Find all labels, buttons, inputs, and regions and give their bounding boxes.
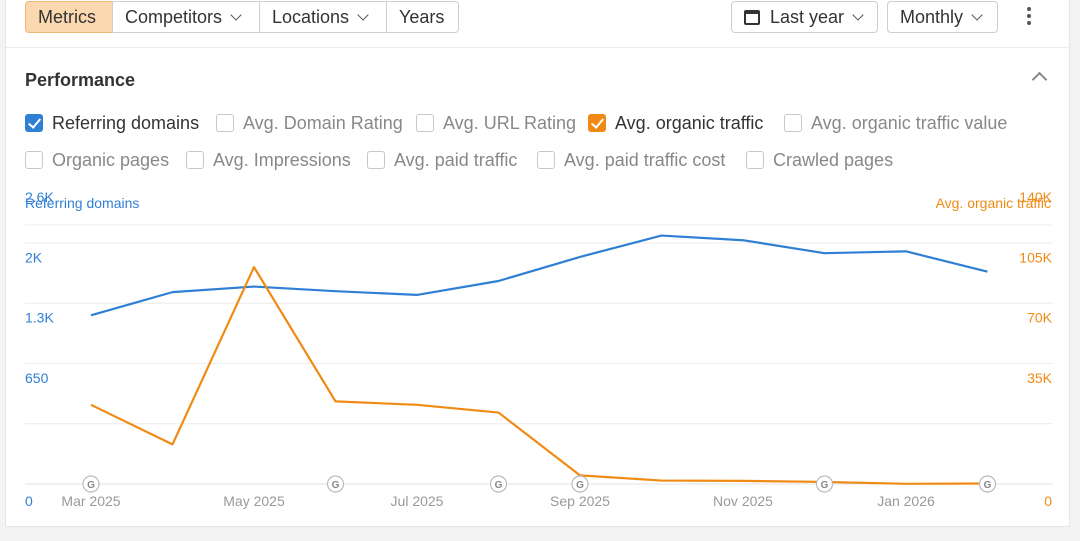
metric-label: Avg. organic traffic	[615, 113, 764, 133]
left-axis-tick-label: 1.3K	[25, 310, 54, 326]
x-axis-tick-label: May 2025	[223, 493, 285, 509]
checkbox-icon[interactable]	[537, 151, 555, 169]
series-line-avg-organic-traffic	[90, 266, 988, 485]
left-axis-tick-label: 650	[25, 370, 49, 386]
checkbox-icon[interactable]	[416, 114, 434, 132]
google-update-marker	[326, 475, 345, 493]
date-range-label: Last year	[770, 7, 845, 27]
google-update-marker-label: G	[984, 480, 992, 491]
x-axis-tick-label: Jan 2026	[877, 493, 935, 509]
series-line-referring-domains	[90, 234, 988, 317]
metric-label: Avg. Impressions	[213, 150, 351, 170]
right-axis-tick-label: 0	[1044, 493, 1052, 509]
google-update-marker	[815, 475, 834, 493]
tab-years-label: Years	[399, 7, 445, 27]
metric-label: Avg. paid traffic	[394, 150, 518, 170]
x-axis-tick-label: Jul 2025	[391, 493, 444, 509]
right-axis-tick-label: 140K	[1019, 189, 1052, 205]
interval-dropdown[interactable]: Monthly	[887, 1, 998, 33]
tab-years[interactable]: Years	[386, 1, 459, 33]
metric-label: Organic pages	[52, 150, 170, 170]
checkbox-icon[interactable]	[25, 151, 43, 169]
right-axis-tick-label: 105K	[1019, 249, 1052, 265]
left-axis-tick-label: 2K	[25, 249, 43, 265]
interval-label: Monthly	[900, 7, 964, 27]
google-update-marker	[978, 475, 997, 493]
performance-panel: Metrics Competitors Locations Years Last…	[5, 0, 1071, 527]
tab-locations-label: Locations	[272, 7, 350, 27]
x-axis-tick-label: Sep 2025	[550, 493, 610, 509]
google-update-marker	[82, 475, 100, 493]
checkbox-icon[interactable]	[216, 114, 234, 132]
left-axis-tick-label: 2.6K	[25, 189, 54, 205]
tab-metrics-label: Metrics	[38, 7, 96, 27]
tab-metrics[interactable]: Metrics	[25, 1, 113, 33]
metric-label: Referring domains	[52, 113, 200, 133]
google-update-marker-label: G	[495, 480, 503, 491]
calendar-icon	[744, 10, 760, 25]
date-range-dropdown[interactable]: Last year	[731, 1, 878, 33]
tab-locations[interactable]: Locations	[259, 1, 387, 33]
tab-competitors-label: Competitors	[125, 7, 223, 27]
google-update-marker	[571, 475, 589, 493]
x-axis-tick-label: Nov 2025	[713, 493, 773, 509]
right-axis-tick-label: 35K	[1027, 370, 1053, 386]
left-axis-tick-label: 0	[25, 493, 33, 509]
metric-label: Avg. Domain Rating	[243, 113, 403, 133]
checkbox-icon[interactable]	[746, 151, 764, 169]
checkbox-icon[interactable]	[367, 151, 385, 169]
left-axis-title: Referring domains	[25, 195, 140, 211]
google-update-marker	[489, 475, 508, 493]
google-update-marker-label: G	[332, 480, 340, 491]
metric-label: Avg. organic traffic value	[811, 113, 1008, 133]
google-update-marker-label: G	[821, 480, 829, 491]
tab-competitors[interactable]: Competitors	[112, 1, 260, 33]
checkbox-icon[interactable]	[186, 151, 204, 169]
metric-label: Avg. paid traffic cost	[564, 150, 726, 170]
metric-label: Avg. URL Rating	[443, 113, 577, 133]
line-chart: 0 650 1.3K 2K 2.6K 0 35K 70K 105K 140K Mar 2025 May…	[25, 189, 1053, 509]
metric-label: Crawled pages	[773, 150, 894, 170]
kebab-icon[interactable]	[1027, 7, 1033, 27]
toolbar: Metrics Competitors Locations Years Last…	[6, 0, 1071, 48]
checkbox-icon[interactable]	[784, 114, 802, 132]
checkbox-checked-icon[interactable]	[25, 114, 43, 132]
section-title: Performance	[25, 70, 136, 90]
right-axis-title: Avg. organic traffic	[935, 195, 1051, 211]
right-axis-tick-label: 70K	[1027, 310, 1053, 326]
google-update-marker-label: G	[87, 480, 95, 491]
google-update-marker-label: G	[576, 480, 584, 491]
checkbox-checked-icon[interactable]	[588, 114, 606, 132]
x-axis-tick-label: Mar 2025	[61, 493, 120, 509]
